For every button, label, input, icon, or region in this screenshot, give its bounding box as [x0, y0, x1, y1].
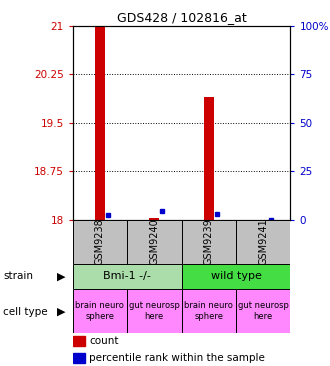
FancyBboxPatch shape [182, 289, 236, 333]
Bar [149, 218, 159, 220]
Text: gut neurosp
here: gut neurosp here [129, 301, 180, 321]
FancyBboxPatch shape [127, 289, 182, 333]
Text: count: count [89, 336, 118, 346]
Bar [204, 97, 214, 220]
Text: GSM9238: GSM9238 [95, 218, 105, 265]
FancyBboxPatch shape [182, 220, 236, 264]
Title: GDS428 / 102816_at: GDS428 / 102816_at [116, 11, 247, 25]
FancyBboxPatch shape [236, 289, 290, 333]
Text: Bmi-1 -/-: Bmi-1 -/- [103, 271, 151, 281]
FancyBboxPatch shape [127, 220, 182, 264]
Text: cell type: cell type [3, 307, 48, 317]
Bar [95, 26, 105, 220]
Text: strain: strain [3, 271, 33, 281]
FancyBboxPatch shape [182, 264, 290, 289]
Bar [73, 336, 84, 346]
Text: brain neuro
sphere: brain neuro sphere [184, 301, 233, 321]
Text: GSM9239: GSM9239 [204, 218, 214, 265]
Text: ▶: ▶ [57, 271, 65, 281]
Bar [73, 353, 84, 363]
FancyBboxPatch shape [73, 289, 127, 333]
Text: GSM9241: GSM9241 [258, 218, 268, 265]
Text: GSM9240: GSM9240 [149, 218, 159, 265]
Text: wild type: wild type [211, 271, 261, 281]
Text: brain neuro
sphere: brain neuro sphere [75, 301, 124, 321]
FancyBboxPatch shape [73, 264, 182, 289]
FancyBboxPatch shape [73, 220, 127, 264]
FancyBboxPatch shape [236, 220, 290, 264]
Text: percentile rank within the sample: percentile rank within the sample [89, 353, 265, 363]
Text: ▶: ▶ [57, 307, 65, 317]
Text: gut neurosp
here: gut neurosp here [238, 301, 289, 321]
